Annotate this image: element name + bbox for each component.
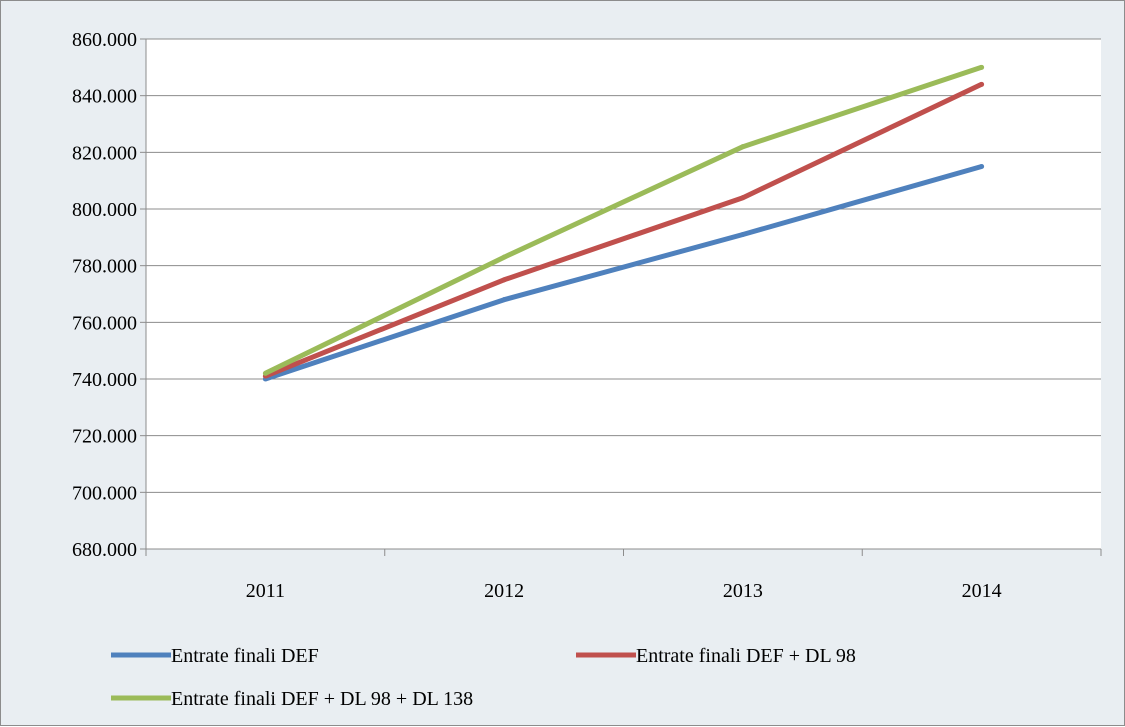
x-tick-label: 2011 — [246, 580, 285, 602]
data-point — [501, 297, 507, 303]
y-tick-label: 760.000 — [72, 312, 137, 334]
y-tick-label: 800.000 — [72, 199, 137, 221]
data-point — [740, 144, 746, 150]
data-point — [501, 277, 507, 283]
x-tick-label: 2013 — [723, 580, 763, 602]
plot-area — [146, 39, 1101, 549]
data-point — [979, 64, 985, 70]
data-point — [740, 232, 746, 237]
data-point — [501, 254, 507, 260]
legend-label: Entrate finali DEF + DL 98 — [636, 645, 856, 667]
series-line — [264, 64, 983, 376]
data-point — [262, 370, 268, 376]
y-tick-label: 680.000 — [72, 539, 137, 561]
data-point — [740, 195, 746, 201]
data-point — [979, 81, 985, 87]
data-point — [979, 164, 985, 169]
y-tick-label: 820.000 — [72, 142, 137, 164]
x-tick-label: 2012 — [484, 580, 524, 602]
y-tick-label: 840.000 — [72, 86, 137, 108]
series-line — [264, 164, 983, 382]
y-tick-label: 720.000 — [72, 426, 137, 448]
y-tick-label: 780.000 — [72, 256, 137, 278]
y-tick-label: 700.000 — [72, 482, 137, 504]
y-tick-label: 740.000 — [72, 369, 137, 391]
legend-label: Entrate finali DEF — [171, 645, 319, 667]
series-line — [264, 82, 983, 379]
x-tick-label: 2014 — [962, 580, 1002, 602]
y-tick-label: 860.000 — [72, 29, 137, 51]
legend-label: Entrate finali DEF + DL 98 + DL 138 — [171, 688, 473, 710]
